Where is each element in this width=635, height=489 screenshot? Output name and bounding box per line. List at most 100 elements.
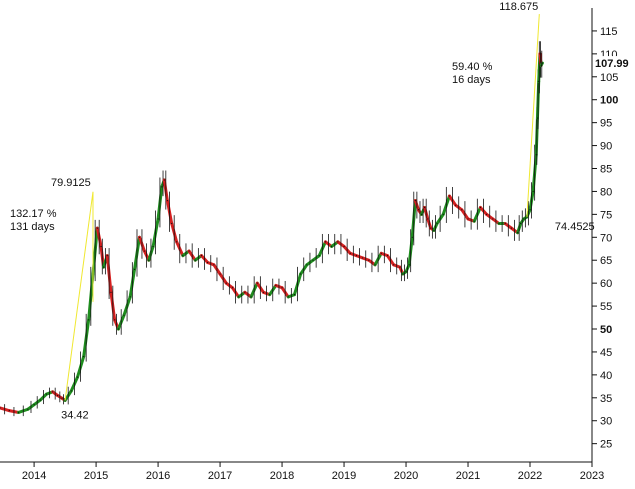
- y-tick-label: 60: [600, 278, 612, 290]
- y-axis: 2530354045505560657075808590951001051101…: [591, 8, 618, 462]
- price-point: [318, 255, 320, 257]
- price-point: [362, 257, 364, 259]
- price-point: [176, 241, 178, 243]
- price-point: [492, 218, 494, 220]
- price-point: [399, 266, 401, 268]
- x-tick-label: 2021: [456, 470, 480, 482]
- y-tick-label: 75: [600, 209, 612, 221]
- price-point: [343, 245, 345, 248]
- price-point: [541, 62, 544, 64]
- price-point: [148, 259, 150, 261]
- x-tick-label: 2018: [270, 470, 294, 482]
- price-point: [8, 410, 10, 412]
- price-point: [33, 404, 35, 406]
- y-tick-label: 40: [600, 370, 612, 382]
- price-point: [39, 399, 41, 401]
- price-point: [110, 291, 112, 293]
- y-tick-label: 105: [600, 72, 618, 84]
- price-point: [225, 282, 227, 284]
- x-tick-label: 2019: [332, 470, 356, 482]
- price-point: [467, 218, 469, 220]
- price-point: [455, 204, 457, 206]
- annotation-high-label: 118.675: [499, 1, 538, 13]
- price-point: [486, 213, 488, 215]
- price-point: [262, 291, 265, 293]
- price-point: [414, 200, 416, 202]
- price-point: [473, 220, 475, 222]
- y-tick-label: 80: [600, 186, 612, 198]
- price-point: [123, 314, 125, 316]
- x-axis: 2014 2015 2016 2017 2018 2019 2020 2021 2022 2023: [0, 461, 604, 482]
- price-point: [269, 294, 271, 296]
- price-point: [57, 394, 59, 397]
- price-point: [138, 236, 141, 238]
- y-tick-label: 25: [600, 439, 612, 451]
- last-price-badge: [594, 56, 632, 70]
- y-tick-label: 70: [600, 232, 612, 244]
- price-point: [117, 328, 119, 330]
- price-point: [275, 284, 277, 287]
- x-tick-label: 2017: [208, 470, 232, 482]
- price-point: [417, 209, 420, 211]
- price-point: [427, 218, 429, 220]
- price-point: [166, 200, 168, 202]
- x-tick-label: 2023: [580, 470, 604, 482]
- price-point: [442, 213, 444, 215]
- price-point: [200, 255, 203, 257]
- price-point: [380, 252, 382, 254]
- price-point: [355, 255, 358, 257]
- x-tick-label: 2022: [518, 470, 542, 482]
- y-tick-label: 65: [600, 255, 612, 267]
- price-point: [510, 227, 513, 229]
- price-point: [114, 319, 116, 321]
- price-point: [386, 255, 389, 257]
- price-point: [213, 264, 215, 266]
- price-point: [219, 273, 221, 275]
- annotation-percent-label: 132.17 %: [10, 208, 57, 220]
- price-point: [331, 245, 333, 248]
- price-point: [256, 282, 258, 284]
- y-tick-label: 90: [600, 141, 612, 153]
- price-point: [461, 209, 463, 211]
- y-tick-label: 30: [600, 416, 612, 428]
- annotation-days-label: 131 days: [10, 221, 55, 233]
- annotation-low-label: 74.4525: [555, 221, 595, 233]
- annotation-percent-label: 59.40 %: [452, 61, 493, 73]
- price-point: [45, 393, 48, 395]
- price-point: [61, 397, 63, 399]
- price-point: [405, 271, 407, 273]
- price-point: [420, 213, 423, 215]
- price-point: [535, 154, 537, 156]
- x-tick-label: 2014: [22, 470, 46, 482]
- price-point: [27, 408, 29, 410]
- price-point: [540, 64, 542, 66]
- price-point: [448, 195, 451, 197]
- price-point: [88, 319, 90, 321]
- price-point: [287, 296, 289, 298]
- price-point: [402, 273, 404, 275]
- price-point: [83, 355, 85, 358]
- annotation-high-label: 79.9125: [51, 177, 91, 189]
- price-point: [539, 53, 541, 55]
- price-point: [312, 259, 314, 261]
- price-point: [408, 264, 410, 266]
- price-point: [106, 255, 108, 257]
- price-point: [171, 222, 173, 225]
- last-price-label: 107.99: [595, 58, 629, 70]
- price-point: [532, 190, 534, 193]
- annotation-low-label: 34.42: [61, 409, 89, 421]
- y-tick-label: 45: [600, 347, 612, 359]
- price-point: [182, 255, 184, 257]
- price-point: [498, 222, 500, 225]
- price-point: [529, 209, 531, 211]
- annotation-line: [526, 14, 540, 217]
- price-point: [300, 273, 302, 275]
- price-point: [17, 411, 20, 414]
- price-point: [96, 227, 98, 229]
- price-point: [368, 259, 370, 261]
- price-point: [424, 206, 426, 209]
- annotation-line: [64, 191, 94, 401]
- price-point: [143, 250, 146, 252]
- x-tick-label: 2016: [146, 470, 170, 482]
